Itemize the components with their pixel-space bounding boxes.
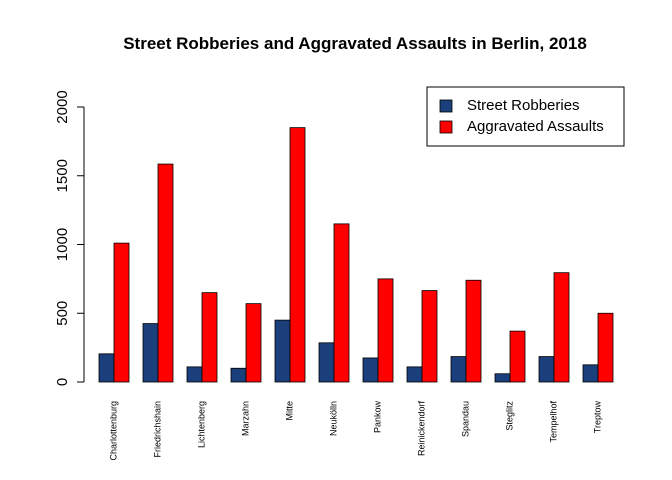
x-tick-label: Lichtenberg — [196, 401, 206, 448]
x-tick-label: Tempelhof — [548, 401, 558, 443]
bar-aggravated-assaults — [509, 330, 526, 383]
chart-title: Street Robberies and Aggravated Assaults… — [123, 34, 587, 53]
bar-street-robberies — [98, 353, 115, 383]
legend-box — [426, 86, 625, 147]
bar-street-robberies — [582, 364, 599, 383]
y-tick-label: 500 — [54, 301, 71, 326]
bar-aggravated-assaults — [113, 242, 130, 383]
bar-street-robberies — [230, 367, 247, 383]
bars — [98, 127, 614, 383]
y-axis: 0 500 1000 1500 2000 — [54, 90, 85, 386]
y-tick-label: 0 — [54, 378, 71, 386]
bar-street-robberies — [142, 323, 159, 383]
bar-street-robberies — [274, 319, 291, 383]
x-tick-label: Spandau — [460, 401, 470, 437]
x-tick-label: Marzahn — [240, 401, 250, 436]
bar-street-robberies — [538, 356, 555, 383]
x-tick-label: Neukölln — [328, 401, 338, 436]
bar-street-robberies — [494, 373, 511, 383]
x-tick-label: Reinickendorf — [416, 401, 426, 457]
x-tick-label: Friedrichshain — [152, 401, 162, 458]
x-tick-label: Pankow — [372, 401, 382, 434]
x-axis-labels: Charlottenburg Friedrichshain Lichtenberg M… — [108, 401, 602, 461]
legend-swatch — [439, 120, 453, 134]
bar-aggravated-assaults — [553, 272, 570, 383]
legend-swatch — [439, 99, 453, 113]
bar-aggravated-assaults — [421, 290, 438, 383]
x-tick-label: Treptow — [592, 401, 602, 434]
bar-street-robberies — [362, 357, 379, 383]
legend: Street Robberies Aggravated Assaults — [426, 86, 625, 147]
bar-aggravated-assaults — [597, 312, 614, 383]
legend-label: Aggravated Assaults — [467, 118, 604, 135]
x-tick-label: Charlottenburg — [108, 401, 118, 461]
bar-street-robberies — [186, 366, 203, 383]
x-tick-label: Mitte — [284, 401, 294, 421]
x-tick-label: Steglitz — [504, 401, 514, 431]
bar-aggravated-assaults — [245, 303, 262, 383]
bar-aggravated-assaults — [157, 163, 174, 383]
bar-street-robberies — [450, 356, 467, 383]
bar-street-robberies — [406, 366, 423, 383]
y-tick-label: 1000 — [54, 228, 71, 261]
bar-aggravated-assaults — [201, 292, 218, 383]
bar-aggravated-assaults — [333, 223, 350, 383]
bar-street-robberies — [318, 342, 335, 383]
bar-aggravated-assaults — [465, 279, 482, 383]
y-tick-label: 2000 — [54, 90, 71, 123]
bar-aggravated-assaults — [377, 278, 394, 383]
bar-aggravated-assaults — [289, 127, 306, 383]
y-tick-label: 1500 — [54, 159, 71, 192]
legend-label: Street Robberies — [467, 97, 580, 114]
